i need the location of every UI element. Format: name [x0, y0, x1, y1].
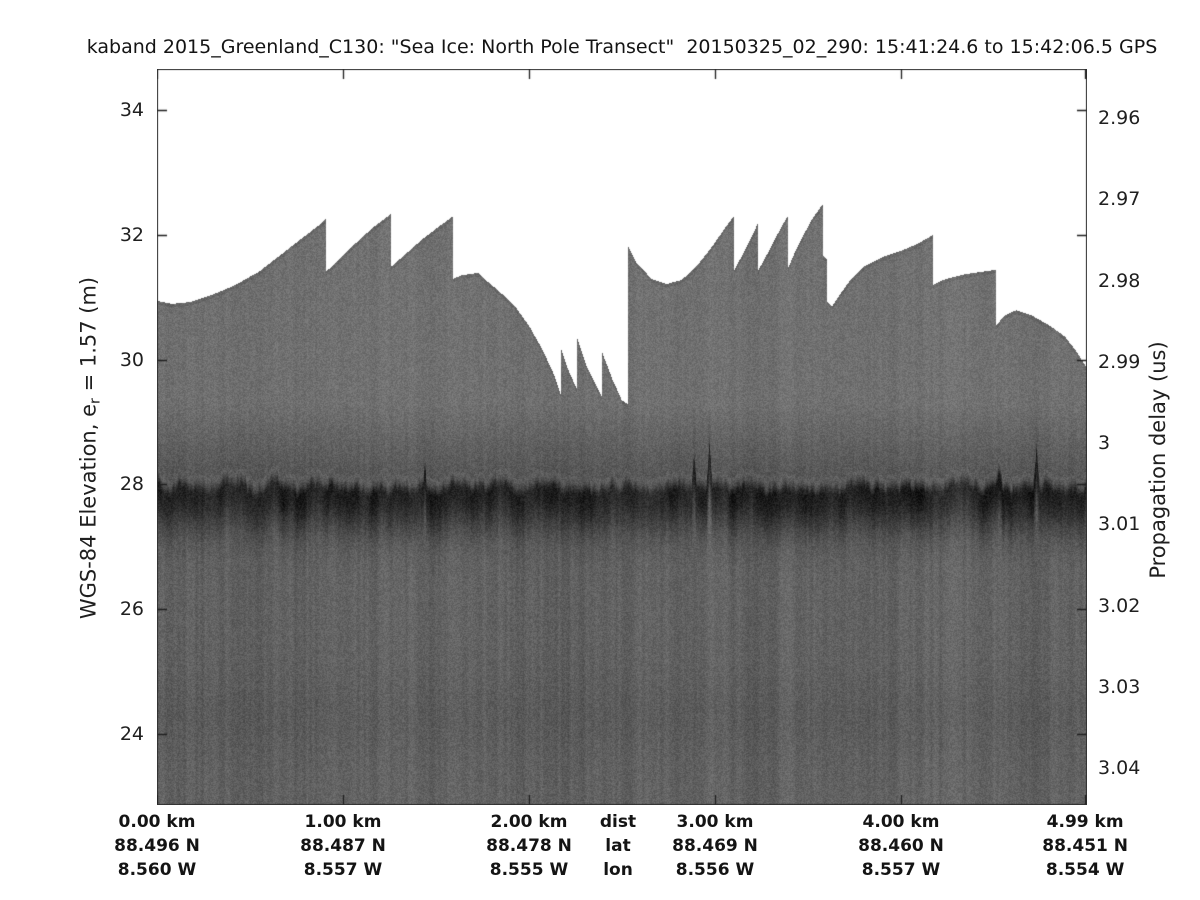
x-column-labels: 4.99 km 88.451 N 8.554 W [1020, 810, 1150, 882]
y-tick-label-left: 32 [119, 223, 144, 246]
y-axis-left-label-subscript: r [87, 398, 104, 404]
echogram-canvas [157, 69, 1087, 805]
x-column-labels: 1.00 km 88.487 N 8.557 W [278, 810, 408, 882]
y-tick-label-right: 2.99 [1098, 350, 1141, 373]
y-tick-label-right: 2.97 [1098, 188, 1141, 211]
x-lon-label: 8.560 W [117, 860, 197, 880]
y-axis-right-label: Propagation delay (us) [1146, 341, 1170, 579]
plot-title: kaband 2015_Greenland_C130: "Sea Ice: No… [86, 36, 1158, 58]
x-lon-label: 8.557 W [303, 860, 383, 880]
x-column-labels: 2.00 km 88.478 N 8.555 W [464, 810, 594, 882]
x-dist-label: 3.00 km [676, 812, 754, 832]
y-tick-label-left: 34 [119, 99, 144, 121]
x-lat-label: 88.469 N [672, 836, 758, 856]
x-lon-label: 8.554 W [1045, 860, 1125, 880]
x-lat-label: 88.496 N [114, 836, 200, 856]
x-lon-label: 8.557 W [861, 860, 941, 880]
y-tick-label-left: 24 [119, 723, 144, 745]
y-axis-left-label-text: WGS-84 Elevation, e [76, 403, 101, 620]
y-tick-label-right: 3.03 [1098, 675, 1141, 698]
x-lon-label: 8.555 W [489, 860, 569, 880]
y-tick-label-right: 3.02 [1098, 594, 1141, 617]
x-dist-label: 2.00 km [490, 812, 568, 832]
x-dist-label: 0.00 km [118, 812, 196, 832]
y-tick-label-right: 3 [1098, 432, 1111, 454]
x-dist-label: dist [599, 812, 637, 832]
x-dist-label: 1.00 km [304, 812, 382, 832]
x-lat-label: 88.487 N [300, 836, 386, 856]
x-lat-label: 88.451 N [1042, 836, 1128, 856]
x-axis-legend-column: dist lat lon [553, 810, 683, 882]
y-tick-label-right: 2.98 [1098, 269, 1141, 292]
y-axis-left-label-units: = 1.57 (m) [76, 276, 101, 399]
y-tick-label-right: 2.96 [1098, 107, 1141, 129]
x-lon-label: lon [603, 860, 633, 880]
y-axis-left-label: WGS-84 Elevation, er = 1.57 (m) [77, 277, 104, 619]
x-lon-label: 8.556 W [675, 860, 755, 880]
x-lat-label: lat [605, 836, 631, 856]
x-lat-label: 88.460 N [858, 836, 944, 856]
y-tick-label-right: 3.01 [1098, 513, 1141, 536]
y-tick-label-right: 3.04 [1098, 757, 1141, 779]
x-column-labels: 0.00 km 88.496 N 8.560 W [92, 810, 222, 882]
x-dist-label: 4.00 km [862, 812, 940, 832]
x-column-labels: 3.00 km 88.469 N 8.556 W [650, 810, 780, 882]
x-dist-label: 4.99 km [1046, 812, 1124, 832]
x-lat-label: 88.478 N [486, 836, 572, 856]
x-column-labels: 4.00 km 88.460 N 8.557 W [836, 810, 966, 882]
